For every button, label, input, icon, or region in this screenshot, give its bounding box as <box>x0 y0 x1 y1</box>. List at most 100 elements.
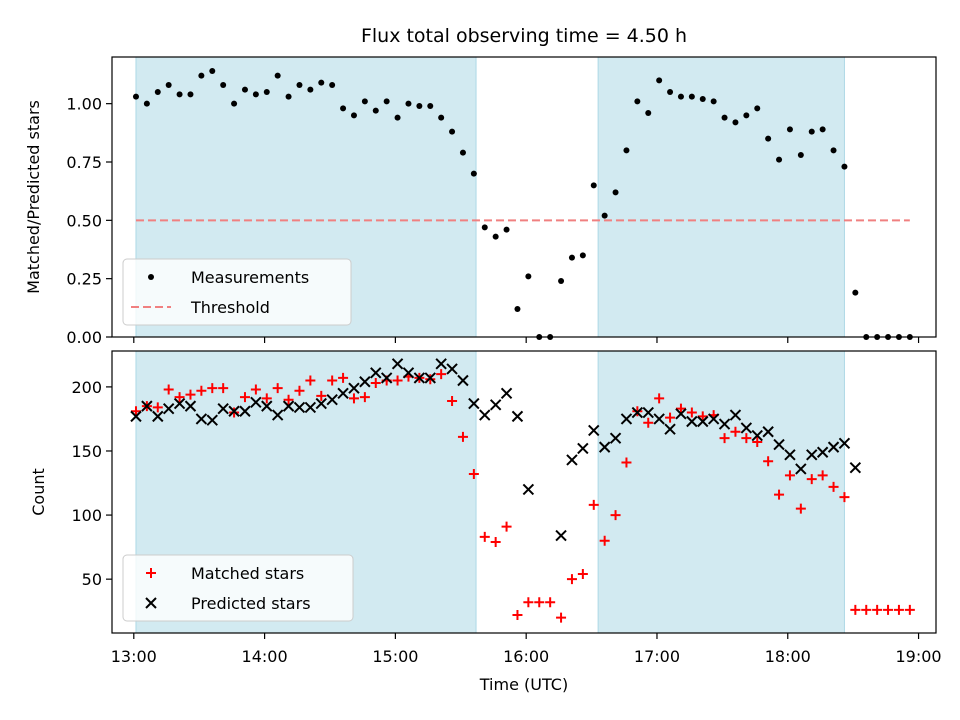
data-point <box>152 402 163 413</box>
data-point <box>492 233 499 240</box>
data-point <box>522 483 535 496</box>
data-point <box>436 369 447 380</box>
data-point <box>468 469 479 480</box>
data-point <box>697 415 709 428</box>
data-point <box>304 401 317 414</box>
data-point <box>653 413 665 425</box>
data-point <box>176 91 183 98</box>
data-point <box>162 402 175 415</box>
data-point <box>130 410 142 423</box>
data-point <box>830 147 837 154</box>
top-y-axis-label: Matched/Predicted stars <box>24 100 43 294</box>
data-point <box>590 182 597 189</box>
data-point <box>762 426 774 438</box>
data-point <box>806 449 818 461</box>
data-point <box>438 114 445 121</box>
data-point <box>827 441 840 453</box>
data-point <box>664 423 676 435</box>
data-point <box>861 604 872 615</box>
data-point <box>740 422 753 434</box>
data-point <box>207 383 218 394</box>
data-point <box>392 375 403 386</box>
data-point <box>817 470 828 481</box>
top-axes: 0.00 0.25 0.50 0.75 1.00 <box>66 56 937 347</box>
data-point <box>512 610 523 621</box>
data-point <box>699 96 706 102</box>
data-point <box>340 105 347 112</box>
x-tick-label: 16:00 <box>503 647 549 666</box>
data-point <box>710 98 717 105</box>
data-point <box>566 574 577 585</box>
data-point <box>206 414 218 426</box>
data-point <box>316 390 327 401</box>
data-point <box>337 387 349 400</box>
data-point <box>294 385 305 396</box>
series-matched-stars <box>130 369 915 623</box>
data-point <box>601 212 608 219</box>
data-point <box>525 273 532 280</box>
data-point <box>271 409 284 421</box>
data-point <box>457 431 468 442</box>
data-point <box>849 461 862 474</box>
data-point <box>741 433 752 444</box>
data-point <box>609 432 622 444</box>
data-point <box>361 98 368 105</box>
data-point <box>841 163 848 170</box>
axes-frame <box>111 56 937 338</box>
observing-window-2 <box>597 350 845 634</box>
data-point <box>350 112 357 119</box>
y-tick-label: 50 <box>82 570 102 589</box>
data-point <box>776 156 783 163</box>
data-point <box>459 149 466 156</box>
data-point <box>187 91 194 98</box>
data-point <box>220 82 227 88</box>
data-point <box>852 289 859 296</box>
data-point <box>218 383 229 394</box>
series-predicted-stars <box>130 358 862 542</box>
data-point <box>763 456 774 467</box>
data-point <box>872 604 883 615</box>
data-point <box>904 604 915 615</box>
data-point <box>338 372 349 383</box>
y-tick-label: 0.25 <box>66 270 102 289</box>
data-point <box>326 394 338 406</box>
data-point <box>893 604 904 615</box>
data-point <box>152 410 164 423</box>
data-point <box>427 103 434 109</box>
data-point <box>819 126 826 133</box>
data-point <box>598 441 611 453</box>
data-point <box>327 375 338 386</box>
data-point <box>468 397 480 410</box>
y-tick-label: 100 <box>71 506 102 525</box>
y-tick-label: 0.00 <box>66 328 102 347</box>
data-point <box>588 424 600 437</box>
data-point <box>665 412 676 423</box>
data-point <box>599 535 610 546</box>
data-point <box>239 405 251 417</box>
data-point <box>719 433 730 444</box>
data-point <box>503 226 510 233</box>
data-point <box>479 531 490 542</box>
data-point <box>577 442 589 455</box>
data-point <box>252 91 259 98</box>
data-point <box>261 400 273 412</box>
data-point <box>620 413 633 425</box>
data-point <box>686 407 697 418</box>
data-point <box>130 406 141 417</box>
data-point <box>577 569 588 580</box>
data-point <box>555 529 567 542</box>
data-point <box>816 446 829 458</box>
data-point <box>296 82 303 88</box>
data-point <box>416 103 423 109</box>
x-axis-label: Time (UTC) <box>479 675 568 694</box>
data-point <box>634 98 641 105</box>
data-point <box>786 126 793 133</box>
data-point <box>806 474 817 485</box>
data-point <box>721 114 728 121</box>
data-point <box>784 449 796 461</box>
data-point <box>838 437 851 449</box>
data-point <box>446 363 458 375</box>
data-point <box>272 383 283 394</box>
data-point <box>449 128 456 135</box>
data-point <box>534 597 545 608</box>
